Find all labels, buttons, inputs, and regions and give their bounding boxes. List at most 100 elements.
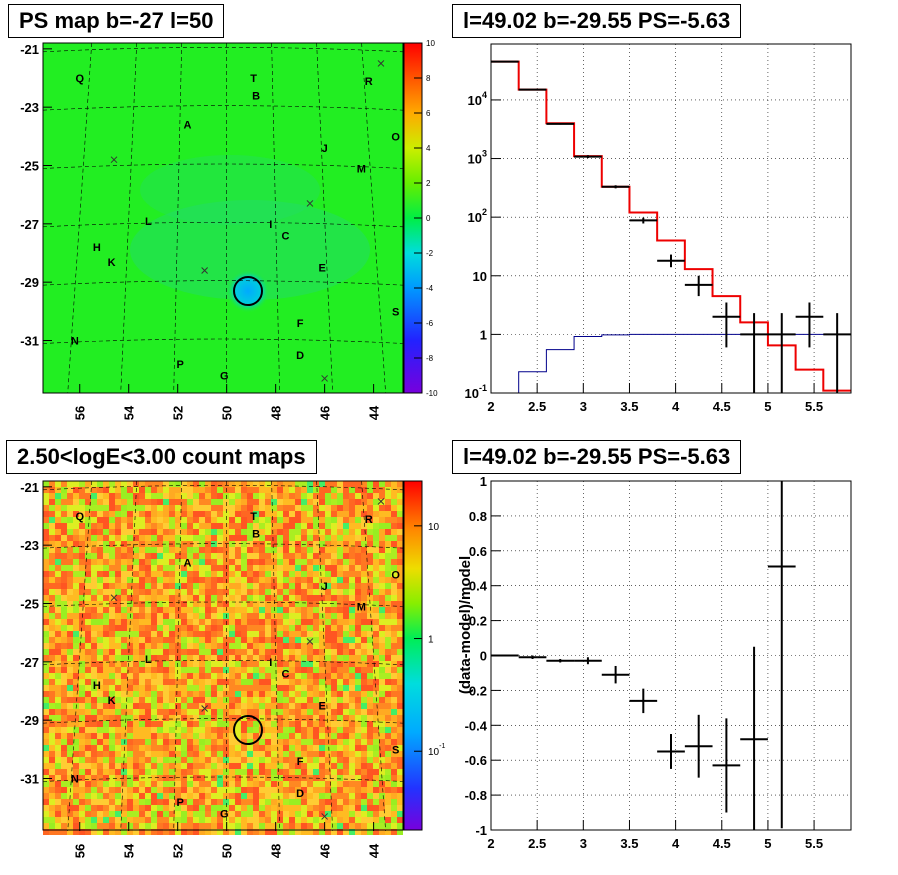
count-map-cell bbox=[175, 703, 181, 709]
count-map-cell bbox=[121, 805, 127, 811]
count-map-cell bbox=[193, 565, 199, 571]
count-map-cell bbox=[205, 817, 211, 823]
count-map-cell bbox=[151, 811, 157, 817]
count-map-cell bbox=[373, 733, 379, 739]
count-map-cell bbox=[109, 511, 115, 517]
count-map-cell bbox=[103, 703, 109, 709]
count-map-cell bbox=[319, 709, 325, 715]
count-map-cell bbox=[205, 811, 211, 817]
count-map-cell bbox=[283, 733, 289, 739]
count-map-cell bbox=[367, 595, 373, 601]
count-map-cell bbox=[115, 751, 121, 757]
count-map-cell bbox=[277, 781, 283, 787]
count-map-cell bbox=[121, 547, 127, 553]
count-map-cell bbox=[145, 823, 151, 829]
count-map-cell bbox=[247, 673, 253, 679]
count-map-cell bbox=[181, 493, 187, 499]
count-map-cell bbox=[361, 583, 367, 589]
count-map-cell bbox=[55, 643, 61, 649]
count-map-cell bbox=[103, 739, 109, 745]
count-map-cell bbox=[139, 793, 145, 799]
count-map-cell bbox=[229, 745, 235, 751]
count-map-cell bbox=[379, 535, 385, 541]
count-map-cell bbox=[343, 511, 349, 517]
count-map-cell bbox=[265, 787, 271, 793]
count-map-cell bbox=[349, 619, 355, 625]
count-map-cell bbox=[211, 595, 217, 601]
count-map-cell bbox=[391, 793, 397, 799]
count-map-cell bbox=[391, 571, 397, 577]
count-map-cell bbox=[361, 733, 367, 739]
count-map-cell bbox=[151, 787, 157, 793]
count-map-cell bbox=[355, 613, 361, 619]
count-map-cell bbox=[355, 499, 361, 505]
count-map-cell bbox=[157, 805, 163, 811]
count-map-cell bbox=[385, 781, 391, 787]
count-map-cell bbox=[163, 667, 169, 673]
count-map-cell bbox=[217, 763, 223, 769]
count-map-cell bbox=[175, 775, 181, 781]
count-map-cell bbox=[343, 481, 349, 487]
count-map-cell bbox=[301, 643, 307, 649]
count-map-cell bbox=[49, 655, 55, 661]
count-map-cell bbox=[181, 577, 187, 583]
count-map-cell bbox=[235, 727, 241, 733]
colorbar-tick-label: 2 bbox=[426, 179, 431, 188]
count-map-cell bbox=[199, 661, 205, 667]
count-map-cell bbox=[379, 619, 385, 625]
count-map-cell bbox=[247, 703, 253, 709]
count-map-cell bbox=[397, 493, 403, 499]
count-map-cell bbox=[241, 751, 247, 757]
count-map-cell bbox=[367, 703, 373, 709]
count-map-cell bbox=[211, 775, 217, 781]
count-map-cell bbox=[235, 595, 241, 601]
count-map-cell bbox=[187, 577, 193, 583]
count-map-cell bbox=[49, 583, 55, 589]
count-map-cell bbox=[223, 517, 229, 523]
count-map-cell bbox=[211, 649, 217, 655]
count-map-cell bbox=[223, 799, 229, 805]
count-map-cell bbox=[349, 733, 355, 739]
count-map-cell bbox=[145, 745, 151, 751]
count-map-cell bbox=[379, 703, 385, 709]
count-map-cell bbox=[373, 553, 379, 559]
count-map-cell bbox=[283, 637, 289, 643]
count-map-cell bbox=[211, 571, 217, 577]
count-map-cell bbox=[319, 565, 325, 571]
count-map-cell bbox=[175, 691, 181, 697]
count-map-cell bbox=[211, 613, 217, 619]
count-map-cell bbox=[121, 487, 127, 493]
count-map-cell bbox=[109, 655, 115, 661]
count-map-cell bbox=[397, 805, 403, 811]
count-map-cell bbox=[79, 631, 85, 637]
count-map-cell bbox=[151, 601, 157, 607]
count-map-cell bbox=[397, 721, 403, 727]
count-map-cell bbox=[313, 727, 319, 733]
count-map-cell bbox=[253, 769, 259, 775]
count-map-cell bbox=[199, 625, 205, 631]
count-map-cell bbox=[367, 793, 373, 799]
count-map-cell bbox=[157, 547, 163, 553]
count-map-cell bbox=[67, 823, 73, 829]
count-map-cell bbox=[145, 517, 151, 523]
source-label: C bbox=[281, 231, 289, 243]
count-map-cell bbox=[163, 493, 169, 499]
count-map-cell bbox=[385, 505, 391, 511]
count-map-cell bbox=[325, 499, 331, 505]
count-map-cell bbox=[223, 667, 229, 673]
count-map-cell bbox=[373, 715, 379, 721]
count-map-cell bbox=[133, 685, 139, 691]
count-map-cell bbox=[367, 727, 373, 733]
count-map-cell bbox=[79, 685, 85, 691]
count-map-cell bbox=[265, 673, 271, 679]
count-map-cell bbox=[253, 625, 259, 631]
count-map-cell bbox=[397, 679, 403, 685]
count-map-cell bbox=[163, 481, 169, 487]
count-map-cell bbox=[241, 553, 247, 559]
count-map-cell bbox=[181, 739, 187, 745]
count-map-cell bbox=[181, 667, 187, 673]
count-map-cell bbox=[211, 733, 217, 739]
count-map-cell bbox=[67, 529, 73, 535]
count-map-cell bbox=[217, 787, 223, 793]
count-map-cell bbox=[265, 511, 271, 517]
